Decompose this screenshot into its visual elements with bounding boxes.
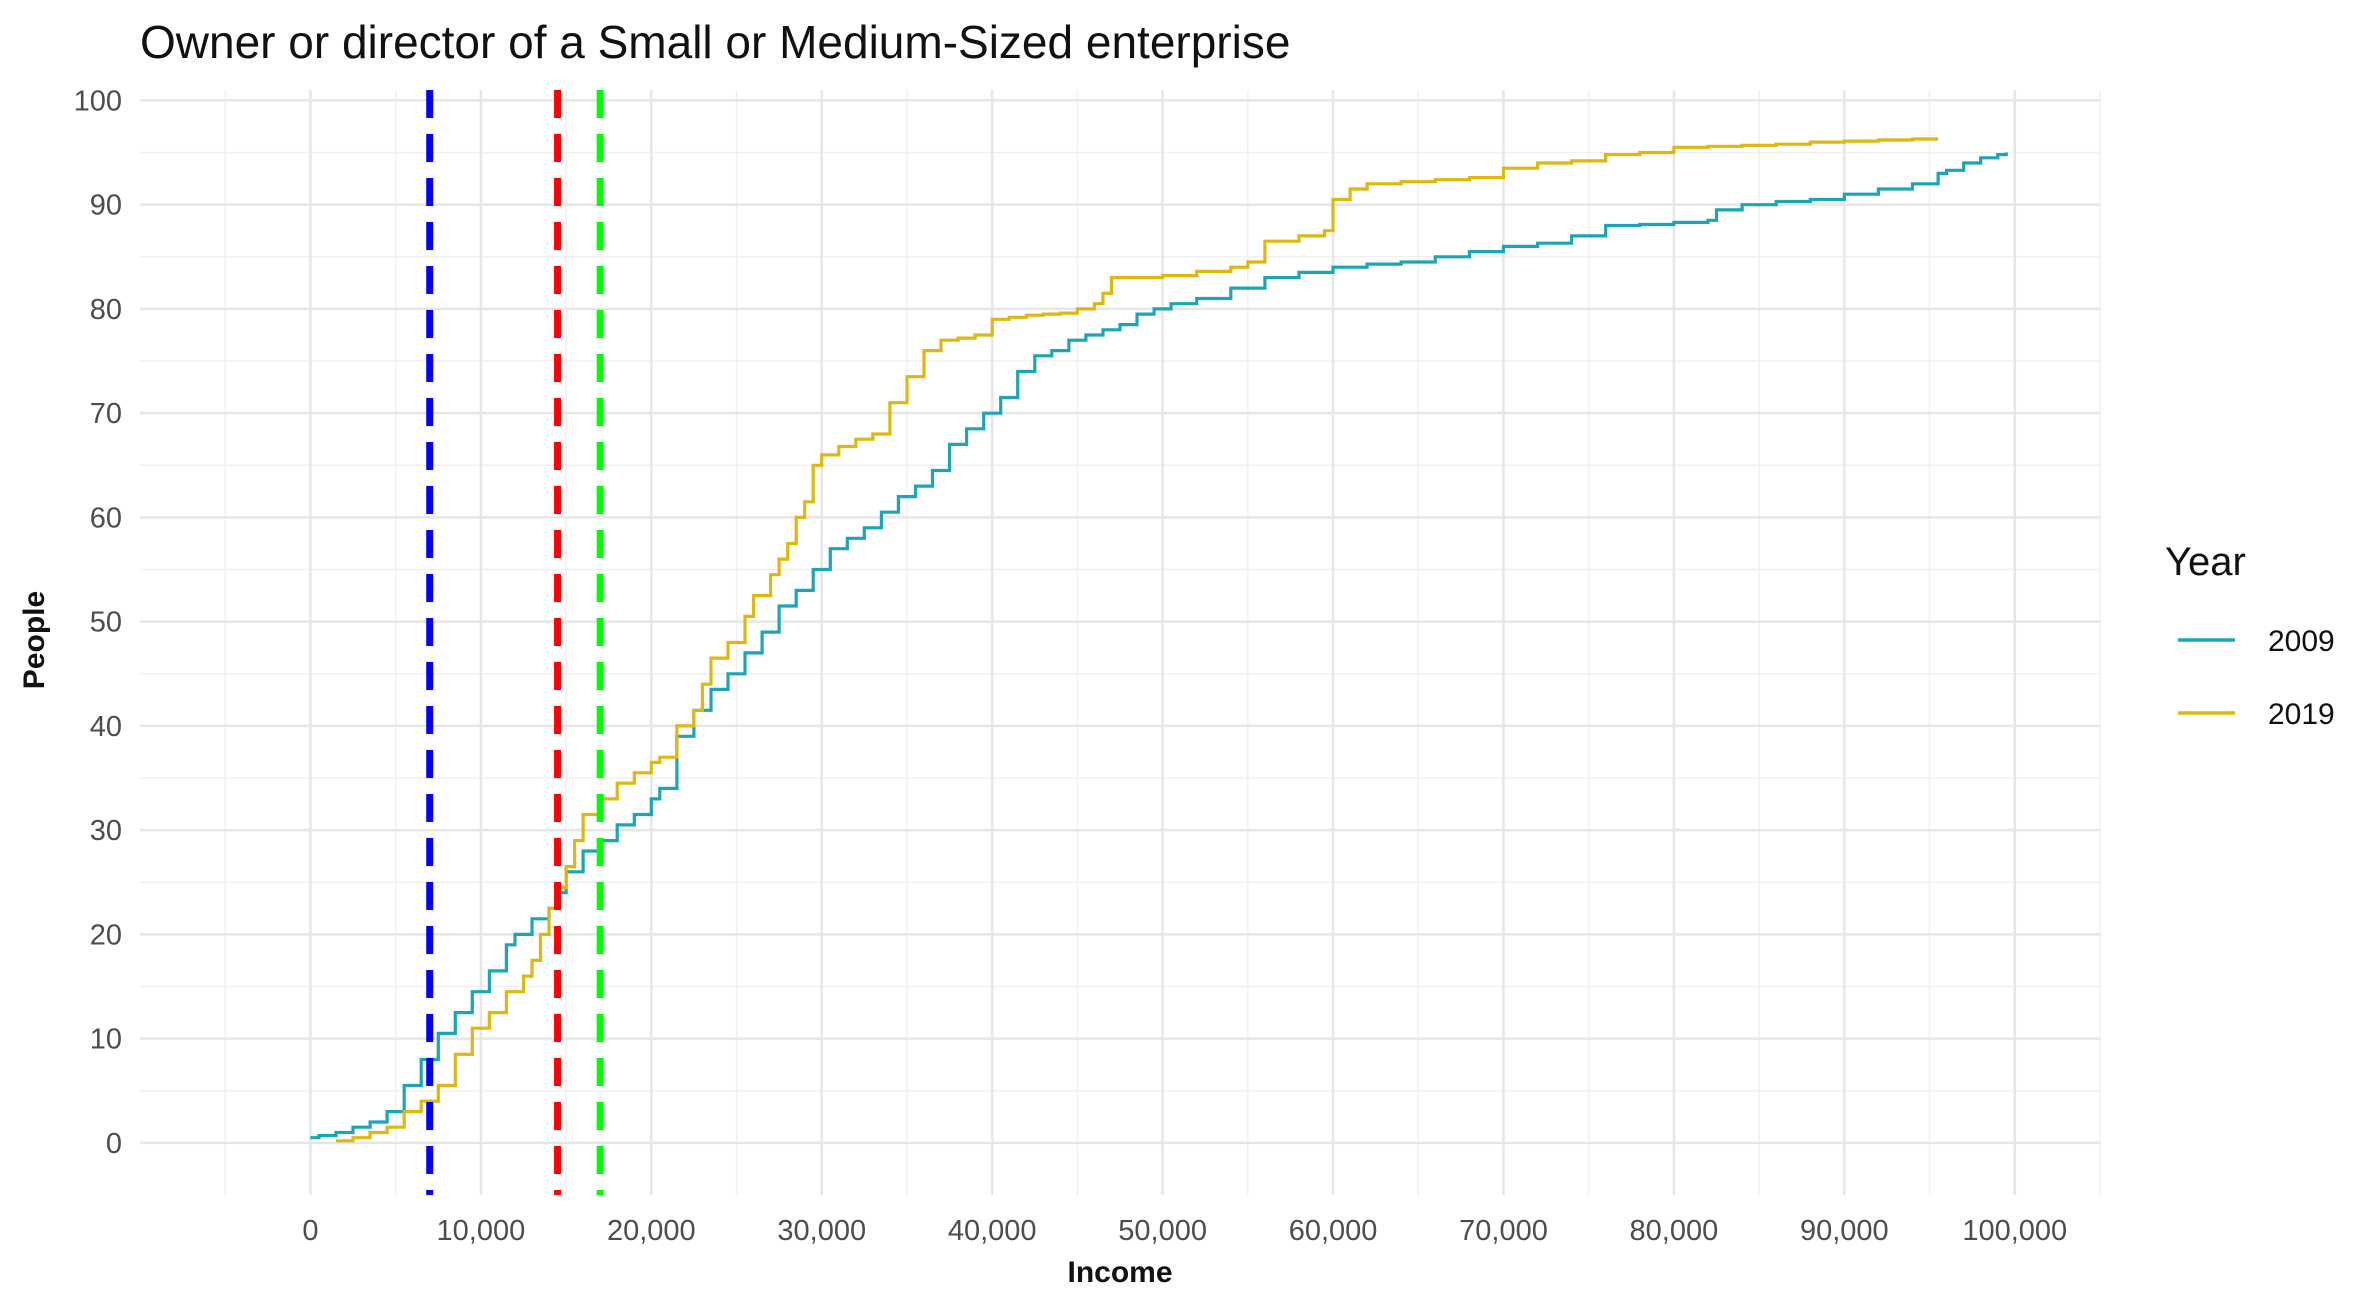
x-tick-label: 50,000 <box>1118 1215 1207 1247</box>
major-gridlines <box>140 90 2100 1195</box>
x-tick-label: 30,000 <box>777 1215 866 1247</box>
x-tick-label: 60,000 <box>1289 1215 1378 1247</box>
reference-lines <box>426 90 604 1195</box>
y-tick-label: 0 <box>106 1128 122 1160</box>
legend-label-2009: 2009 <box>2268 625 2335 658</box>
y-tick-label: 40 <box>90 711 122 743</box>
x-tick-label: 80,000 <box>1630 1215 1719 1247</box>
x-tick-label: 90,000 <box>1800 1215 1889 1247</box>
y-tick-label: 100 <box>74 85 122 117</box>
y-axis-ticks: 0 10 20 30 40 50 60 70 80 90 100 <box>74 85 122 1159</box>
legend-title: Year <box>2165 540 2246 584</box>
x-axis-title: Income <box>1067 1256 1172 1289</box>
chart-title: Owner or director of a Small or Medium-S… <box>140 16 1290 68</box>
legend: Year 2009 2019 <box>2165 540 2335 731</box>
y-tick-label: 80 <box>90 294 122 326</box>
x-tick-label: 100,000 <box>1962 1215 2067 1247</box>
x-tick-label: 10,000 <box>437 1215 526 1247</box>
y-tick-label: 20 <box>90 919 122 951</box>
x-tick-label: 70,000 <box>1459 1215 1548 1247</box>
y-tick-label: 10 <box>90 1024 122 1056</box>
x-tick-label: 20,000 <box>607 1215 696 1247</box>
y-tick-label: 70 <box>90 398 122 430</box>
minor-gridlines <box>140 90 2101 1195</box>
plot-panel <box>140 90 2101 1195</box>
x-tick-label: 40,000 <box>948 1215 1037 1247</box>
series-line-2019 <box>336 137 1939 1143</box>
y-tick-label: 50 <box>90 607 122 639</box>
x-tick-label: 0 <box>302 1215 318 1247</box>
series-layer <box>310 137 2008 1143</box>
y-tick-label: 60 <box>90 502 122 534</box>
y-tick-label: 90 <box>90 190 122 222</box>
y-tick-label: 30 <box>90 815 122 847</box>
series-line-2009 <box>310 152 2008 1140</box>
legend-label-2019: 2019 <box>2268 698 2335 731</box>
y-axis-title: People <box>18 591 51 689</box>
legend-items: 2009 2019 <box>2178 625 2335 731</box>
x-axis-ticks: 0 10,000 20,000 30,000 40,000 50,000 60,000 70,… <box>302 1215 2067 1247</box>
